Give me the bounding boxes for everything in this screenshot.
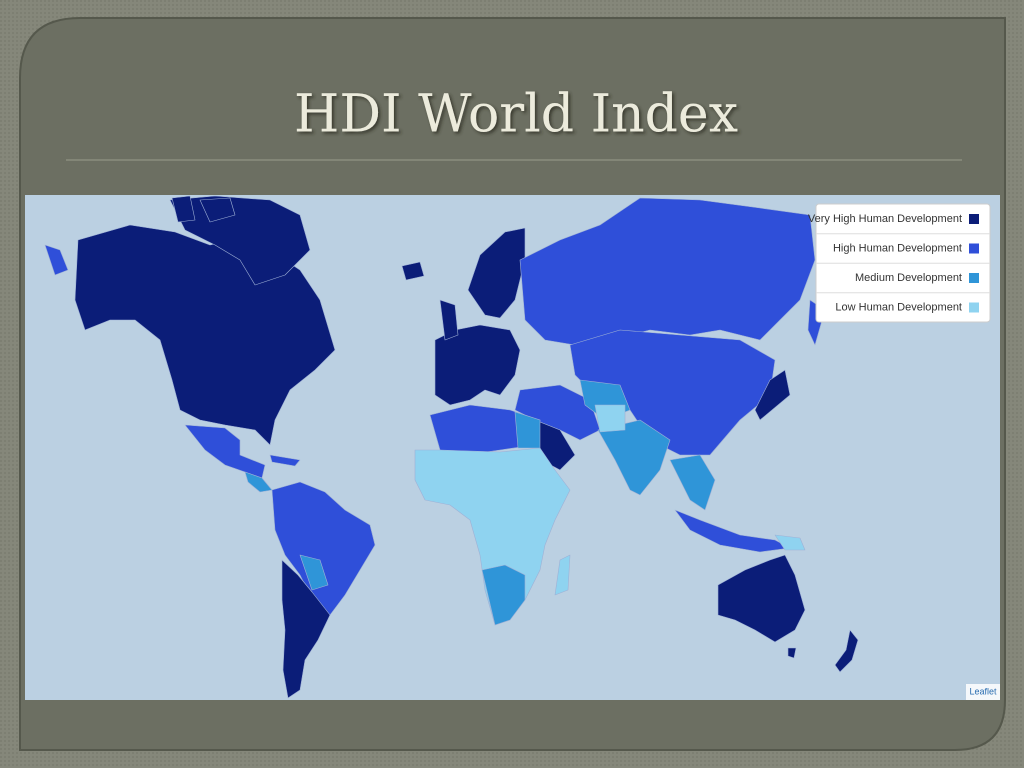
legend-swatch — [969, 243, 979, 254]
afghanistan — [594, 404, 626, 433]
southern-cone — [281, 559, 331, 699]
alaska-west — [44, 244, 69, 276]
legend-label: High Human Development — [833, 242, 962, 254]
southeast-asia — [669, 454, 716, 511]
australia — [717, 554, 806, 643]
tasmania — [787, 647, 797, 659]
madagascar — [554, 554, 571, 596]
japan — [754, 369, 791, 421]
egypt — [514, 411, 541, 449]
legend-swatch — [969, 214, 979, 224]
mexico — [184, 424, 266, 479]
bolivia — [299, 554, 329, 591]
south-america — [271, 481, 376, 616]
attribution-box — [966, 684, 1000, 700]
legend-label: Very High Human Development — [808, 213, 962, 225]
papua — [774, 534, 806, 551]
legend-swatch — [969, 273, 979, 283]
attribution[interactable]: Leaflet — [969, 686, 997, 696]
legend-label: Medium Development — [855, 272, 962, 284]
legend-swatch — [969, 302, 979, 313]
greenland — [169, 195, 311, 286]
southern-africa — [481, 564, 526, 626]
iceland — [401, 261, 425, 281]
europe — [434, 324, 521, 406]
arctic-islands — [171, 195, 236, 223]
slide-title: HDI World Index — [294, 85, 738, 145]
uk — [439, 299, 459, 341]
central-america — [244, 471, 273, 493]
legend-label: Low Human Development — [835, 301, 962, 313]
india — [597, 419, 671, 496]
middle-east — [514, 384, 601, 441]
new-zealand — [834, 629, 859, 673]
legend: Very High Human Development High Human De… — [808, 203, 991, 323]
caribbean — [269, 454, 301, 467]
